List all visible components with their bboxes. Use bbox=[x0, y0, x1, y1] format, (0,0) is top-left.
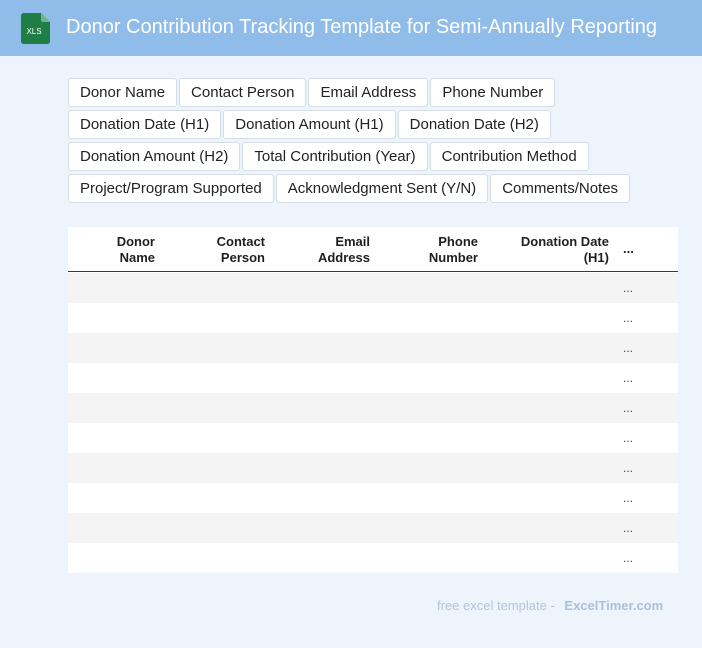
table-row[interactable]: ... bbox=[68, 543, 678, 573]
field-chip[interactable]: Donation Amount (H1) bbox=[223, 110, 396, 139]
column-header-line: Contact bbox=[216, 234, 265, 249]
column-header: Phone Number bbox=[429, 234, 478, 266]
column-header: Email Address bbox=[318, 234, 370, 266]
field-chip[interactable]: Comments/Notes bbox=[490, 174, 631, 203]
row-more-indicator: ... bbox=[623, 431, 634, 445]
column-header-line: (H1) bbox=[583, 250, 609, 265]
column-header-line: Donation Date bbox=[520, 234, 609, 249]
field-chip-list: Donor Name Contact Person Email Address Pho… bbox=[68, 78, 702, 203]
field-chip[interactable]: Donor Name bbox=[68, 78, 178, 107]
field-chip[interactable]: Donation Date (H1) bbox=[68, 110, 222, 139]
footer-credit: free excel template - ExcelTimer.com bbox=[437, 598, 663, 613]
table-row[interactable]: ... bbox=[68, 423, 678, 453]
row-more-indicator: ... bbox=[623, 281, 634, 295]
column-header-line: Donor bbox=[116, 234, 155, 249]
title-bar: XLS Donor Contribution Tracking Template… bbox=[0, 0, 702, 56]
column-header: Donation Date (H1) bbox=[521, 234, 609, 266]
field-chip[interactable]: Donation Amount (H2) bbox=[68, 142, 241, 171]
table-header: Donor Name Contact Person Email Address Phone N… bbox=[68, 227, 678, 272]
field-chip[interactable]: Acknowledgment Sent (Y/N) bbox=[275, 174, 489, 203]
xls-icon-label: XLS bbox=[26, 27, 41, 36]
column-header-line: Phone bbox=[438, 234, 478, 249]
field-chip[interactable]: Project/Program Supported bbox=[68, 174, 274, 203]
field-chip[interactable]: Phone Number bbox=[430, 78, 556, 107]
table-row[interactable]: ... bbox=[68, 483, 678, 513]
row-more-indicator: ... bbox=[623, 551, 634, 565]
row-more-indicator: ... bbox=[623, 521, 634, 535]
field-chip[interactable]: Total Contribution (Year) bbox=[242, 142, 428, 171]
table-row[interactable]: ... bbox=[68, 333, 678, 363]
footer-prefix: free excel template - bbox=[437, 598, 555, 613]
column-header-line: Person bbox=[220, 250, 265, 265]
field-chip[interactable]: Contribution Method bbox=[429, 142, 589, 171]
table-row[interactable]: ... bbox=[68, 273, 678, 303]
column-header: Contact Person bbox=[217, 234, 265, 266]
row-more-indicator: ... bbox=[623, 311, 634, 325]
table-row[interactable]: ... bbox=[68, 363, 678, 393]
xls-file-icon: XLS bbox=[21, 13, 50, 44]
column-header-line: Address bbox=[317, 250, 370, 265]
field-chip[interactable]: Donation Date (H2) bbox=[397, 110, 551, 139]
more-columns-indicator: ... bbox=[623, 241, 634, 256]
column-header: Donor Name bbox=[117, 234, 155, 266]
data-table: Donor Name Contact Person Email Address Phone N… bbox=[68, 227, 678, 573]
row-more-indicator: ... bbox=[623, 461, 634, 475]
page-title: Donor Contribution Tracking Template for… bbox=[66, 16, 658, 38]
table-row[interactable]: ... bbox=[68, 303, 678, 333]
row-more-indicator: ... bbox=[623, 491, 634, 505]
row-more-indicator: ... bbox=[623, 371, 634, 385]
table-row[interactable]: ... bbox=[68, 453, 678, 483]
column-header-line: Email bbox=[335, 234, 370, 249]
row-more-indicator: ... bbox=[623, 401, 634, 415]
column-header-line: Number bbox=[428, 250, 478, 265]
field-chip[interactable]: Email Address bbox=[308, 78, 429, 107]
table-row[interactable]: ... bbox=[68, 393, 678, 423]
row-more-indicator: ... bbox=[623, 341, 634, 355]
column-header-line: Name bbox=[119, 250, 155, 265]
table-row[interactable]: ... bbox=[68, 513, 678, 543]
footer-brand-link[interactable]: ExcelTimer.com bbox=[564, 598, 664, 613]
field-chip[interactable]: Contact Person bbox=[179, 78, 307, 107]
